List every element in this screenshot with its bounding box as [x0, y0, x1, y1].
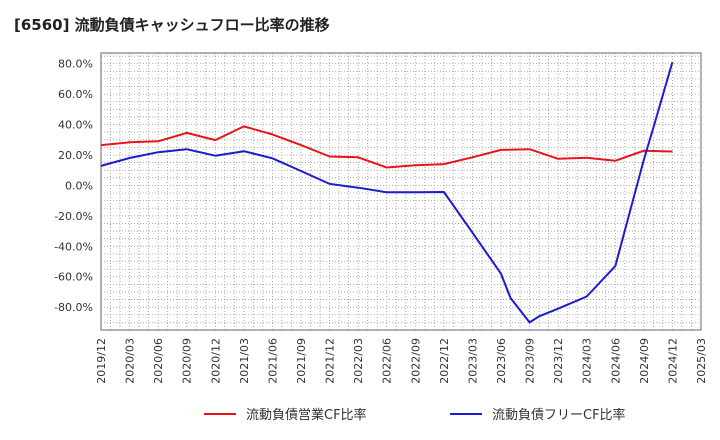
plot-area: 80.0% 60.0% 40.0% 20.0% 0.0% -20.0% -40.0% -60.…	[54, 52, 708, 423]
y-tick-label: -80.0%	[54, 301, 93, 314]
y-tick-label: 0.0%	[65, 179, 93, 192]
x-tick-label: 2024/09	[638, 338, 651, 384]
plot-frame	[100, 52, 702, 331]
y-tick-label: 60.0%	[58, 88, 93, 101]
series-line-1	[100, 125, 673, 169]
x-tick-label: 2023/12	[552, 338, 565, 384]
x-tick-label: 2022/06	[381, 338, 394, 384]
x-tick-label: 2021/12	[324, 338, 337, 384]
x-tick-label: 2020/09	[181, 338, 194, 384]
x-tick-label: 2022/03	[352, 338, 365, 384]
x-tick-label: 2021/03	[238, 338, 251, 384]
x-tick-label: 2020/12	[209, 338, 222, 384]
x-tick-label: 2023/03	[466, 338, 479, 384]
x-tick-label: 2021/09	[295, 338, 308, 384]
x-tick-label: 2024/06	[609, 338, 622, 384]
x-tick-label: 2023/06	[495, 338, 508, 384]
x-tick-label: 2021/06	[266, 338, 279, 384]
series-line-2	[100, 61, 674, 324]
x-tick-label: 2023/09	[524, 338, 537, 384]
x-tick-label: 2022/09	[409, 338, 422, 384]
y-tick-label: 40.0%	[58, 119, 93, 132]
legend-label-2: 流動負債フリーCF比率	[492, 407, 626, 423]
x-tick-label: 2024/12	[666, 338, 679, 384]
legend-label-1: 流動負債営業CF比率	[246, 407, 367, 423]
x-tick-label: 2020/06	[152, 338, 165, 384]
y-tick-label: -40.0%	[54, 240, 93, 253]
chart-title: [6560] 流動負債キャッシュフロー比率の推移	[14, 16, 330, 34]
x-tick-label: 2025/03	[695, 338, 708, 384]
y-tick-label: -60.0%	[54, 271, 93, 284]
x-tick-label: 2020/03	[124, 338, 137, 384]
x-tick-label: 2022/12	[438, 338, 451, 384]
y-tick-label: 20.0%	[58, 149, 93, 162]
x-tick-label: 2019/12	[95, 338, 108, 384]
y-tick-label: -20.0%	[54, 210, 93, 223]
y-tick-label: 80.0%	[58, 58, 93, 71]
x-tick-label: 2024/03	[581, 338, 594, 384]
